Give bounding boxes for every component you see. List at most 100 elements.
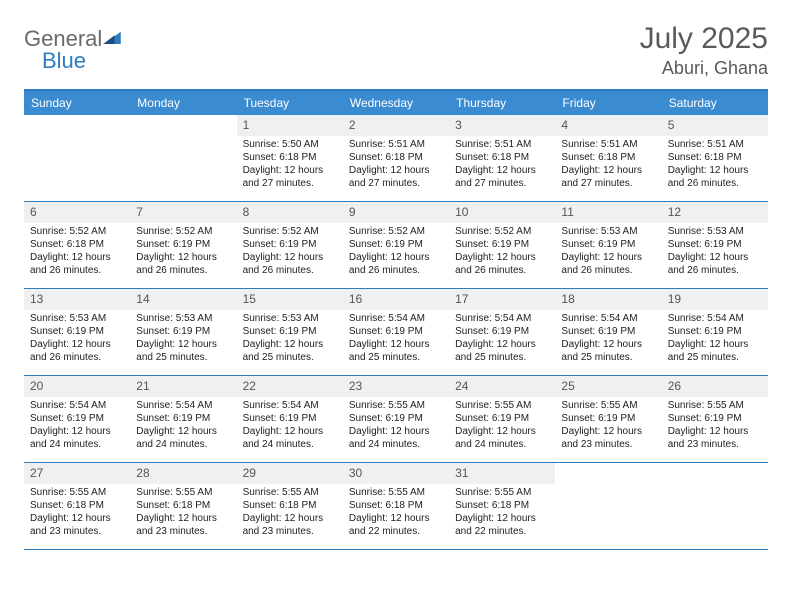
daylight-line: Daylight: 12 hours and 24 minutes.	[243, 426, 337, 452]
sunrise-line: Sunrise: 5:51 AM	[668, 139, 762, 152]
day-body: Sunrise: 5:54 AMSunset: 6:19 PMDaylight:…	[555, 310, 661, 368]
sunset-line: Sunset: 6:19 PM	[561, 413, 655, 426]
sunset-line: Sunset: 6:19 PM	[136, 413, 230, 426]
sunrise-line: Sunrise: 5:52 AM	[243, 226, 337, 239]
day-body: Sunrise: 5:51 AMSunset: 6:18 PMDaylight:…	[662, 136, 768, 194]
sunrise-line: Sunrise: 5:55 AM	[30, 487, 124, 500]
daylight-line: Daylight: 12 hours and 25 minutes.	[136, 339, 230, 365]
day-body: Sunrise: 5:54 AMSunset: 6:19 PMDaylight:…	[130, 397, 236, 455]
day-cell: 31Sunrise: 5:55 AMSunset: 6:18 PMDayligh…	[449, 463, 555, 549]
day-cell: 7Sunrise: 5:52 AMSunset: 6:19 PMDaylight…	[130, 202, 236, 288]
sunset-line: Sunset: 6:18 PM	[30, 500, 124, 513]
sunrise-line: Sunrise: 5:54 AM	[561, 313, 655, 326]
sunrise-line: Sunrise: 5:55 AM	[455, 400, 549, 413]
day-body: Sunrise: 5:54 AMSunset: 6:19 PMDaylight:…	[343, 310, 449, 368]
sunset-line: Sunset: 6:19 PM	[455, 239, 549, 252]
weekday-header: Tuesday	[237, 91, 343, 115]
day-number: 24	[449, 376, 555, 397]
weekday-header: Friday	[555, 91, 661, 115]
sunrise-line: Sunrise: 5:54 AM	[349, 313, 443, 326]
day-number: 8	[237, 202, 343, 223]
sunset-line: Sunset: 6:19 PM	[561, 239, 655, 252]
day-number: 22	[237, 376, 343, 397]
day-number: 17	[449, 289, 555, 310]
sunset-line: Sunset: 6:18 PM	[455, 500, 549, 513]
day-cell: 9Sunrise: 5:52 AMSunset: 6:19 PMDaylight…	[343, 202, 449, 288]
sunset-line: Sunset: 6:18 PM	[243, 152, 337, 165]
day-cell: 24Sunrise: 5:55 AMSunset: 6:19 PMDayligh…	[449, 376, 555, 462]
weekday-header-row: SundayMondayTuesdayWednesdayThursdayFrid…	[24, 91, 768, 115]
day-number: 23	[343, 376, 449, 397]
day-body: Sunrise: 5:52 AMSunset: 6:19 PMDaylight:…	[237, 223, 343, 281]
weekday-header: Monday	[130, 91, 236, 115]
week-row: 20Sunrise: 5:54 AMSunset: 6:19 PMDayligh…	[24, 376, 768, 463]
sunset-line: Sunset: 6:19 PM	[349, 413, 443, 426]
sunset-line: Sunset: 6:19 PM	[561, 326, 655, 339]
day-cell: 16Sunrise: 5:54 AMSunset: 6:19 PMDayligh…	[343, 289, 449, 375]
day-cell: 30Sunrise: 5:55 AMSunset: 6:18 PMDayligh…	[343, 463, 449, 549]
day-cell: 22Sunrise: 5:54 AMSunset: 6:19 PMDayligh…	[237, 376, 343, 462]
day-cell: 3Sunrise: 5:51 AMSunset: 6:18 PMDaylight…	[449, 115, 555, 201]
day-body: Sunrise: 5:54 AMSunset: 6:19 PMDaylight:…	[449, 310, 555, 368]
sunrise-line: Sunrise: 5:54 AM	[243, 400, 337, 413]
day-number: 4	[555, 115, 661, 136]
sunrise-line: Sunrise: 5:55 AM	[136, 487, 230, 500]
sunset-line: Sunset: 6:19 PM	[349, 326, 443, 339]
day-cell: 19Sunrise: 5:54 AMSunset: 6:19 PMDayligh…	[662, 289, 768, 375]
daylight-line: Daylight: 12 hours and 26 minutes.	[349, 252, 443, 278]
sunset-line: Sunset: 6:19 PM	[349, 239, 443, 252]
day-body: Sunrise: 5:52 AMSunset: 6:18 PMDaylight:…	[24, 223, 130, 281]
day-number: 11	[555, 202, 661, 223]
day-body: Sunrise: 5:51 AMSunset: 6:18 PMDaylight:…	[555, 136, 661, 194]
daylight-line: Daylight: 12 hours and 25 minutes.	[243, 339, 337, 365]
calendar: SundayMondayTuesdayWednesdayThursdayFrid…	[24, 89, 768, 550]
sunrise-line: Sunrise: 5:52 AM	[30, 226, 124, 239]
brand-part2: Blue	[42, 48, 86, 73]
day-cell: 26Sunrise: 5:55 AMSunset: 6:19 PMDayligh…	[662, 376, 768, 462]
day-body: Sunrise: 5:55 AMSunset: 6:18 PMDaylight:…	[237, 484, 343, 542]
weekday-header: Sunday	[24, 91, 130, 115]
daylight-line: Daylight: 12 hours and 24 minutes.	[455, 426, 549, 452]
sunrise-line: Sunrise: 5:51 AM	[561, 139, 655, 152]
day-body: Sunrise: 5:55 AMSunset: 6:18 PMDaylight:…	[24, 484, 130, 542]
sunrise-line: Sunrise: 5:55 AM	[349, 400, 443, 413]
day-number: 20	[24, 376, 130, 397]
sunset-line: Sunset: 6:18 PM	[243, 500, 337, 513]
day-cell: 15Sunrise: 5:53 AMSunset: 6:19 PMDayligh…	[237, 289, 343, 375]
day-body: Sunrise: 5:54 AMSunset: 6:19 PMDaylight:…	[662, 310, 768, 368]
sunset-line: Sunset: 6:18 PM	[136, 500, 230, 513]
sunrise-line: Sunrise: 5:50 AM	[243, 139, 337, 152]
day-cell: 12Sunrise: 5:53 AMSunset: 6:19 PMDayligh…	[662, 202, 768, 288]
day-cell: 23Sunrise: 5:55 AMSunset: 6:19 PMDayligh…	[343, 376, 449, 462]
week-row: 27Sunrise: 5:55 AMSunset: 6:18 PMDayligh…	[24, 463, 768, 550]
sunset-line: Sunset: 6:19 PM	[136, 326, 230, 339]
sunrise-line: Sunrise: 5:52 AM	[455, 226, 549, 239]
day-cell: 14Sunrise: 5:53 AMSunset: 6:19 PMDayligh…	[130, 289, 236, 375]
sunrise-line: Sunrise: 5:54 AM	[668, 313, 762, 326]
day-body: Sunrise: 5:51 AMSunset: 6:18 PMDaylight:…	[343, 136, 449, 194]
sunrise-line: Sunrise: 5:52 AM	[136, 226, 230, 239]
day-cell: 1Sunrise: 5:50 AMSunset: 6:18 PMDaylight…	[237, 115, 343, 201]
sunset-line: Sunset: 6:19 PM	[668, 239, 762, 252]
sunrise-line: Sunrise: 5:53 AM	[243, 313, 337, 326]
sunrise-line: Sunrise: 5:55 AM	[349, 487, 443, 500]
brand-logo: GeneralBlue	[24, 22, 121, 72]
sunrise-line: Sunrise: 5:54 AM	[455, 313, 549, 326]
day-number: 21	[130, 376, 236, 397]
sunrise-line: Sunrise: 5:54 AM	[30, 400, 124, 413]
daylight-line: Daylight: 12 hours and 22 minutes.	[349, 513, 443, 539]
sunset-line: Sunset: 6:19 PM	[30, 413, 124, 426]
day-body: Sunrise: 5:53 AMSunset: 6:19 PMDaylight:…	[130, 310, 236, 368]
day-cell: 8Sunrise: 5:52 AMSunset: 6:19 PMDaylight…	[237, 202, 343, 288]
day-body: Sunrise: 5:55 AMSunset: 6:19 PMDaylight:…	[343, 397, 449, 455]
day-cell: 11Sunrise: 5:53 AMSunset: 6:19 PMDayligh…	[555, 202, 661, 288]
daylight-line: Daylight: 12 hours and 27 minutes.	[455, 165, 549, 191]
daylight-line: Daylight: 12 hours and 27 minutes.	[561, 165, 655, 191]
day-cell: 13Sunrise: 5:53 AMSunset: 6:19 PMDayligh…	[24, 289, 130, 375]
day-body: Sunrise: 5:55 AMSunset: 6:19 PMDaylight:…	[555, 397, 661, 455]
day-number: 12	[662, 202, 768, 223]
day-body: Sunrise: 5:55 AMSunset: 6:18 PMDaylight:…	[449, 484, 555, 542]
day-number: 15	[237, 289, 343, 310]
daylight-line: Daylight: 12 hours and 25 minutes.	[561, 339, 655, 365]
sunset-line: Sunset: 6:19 PM	[668, 326, 762, 339]
